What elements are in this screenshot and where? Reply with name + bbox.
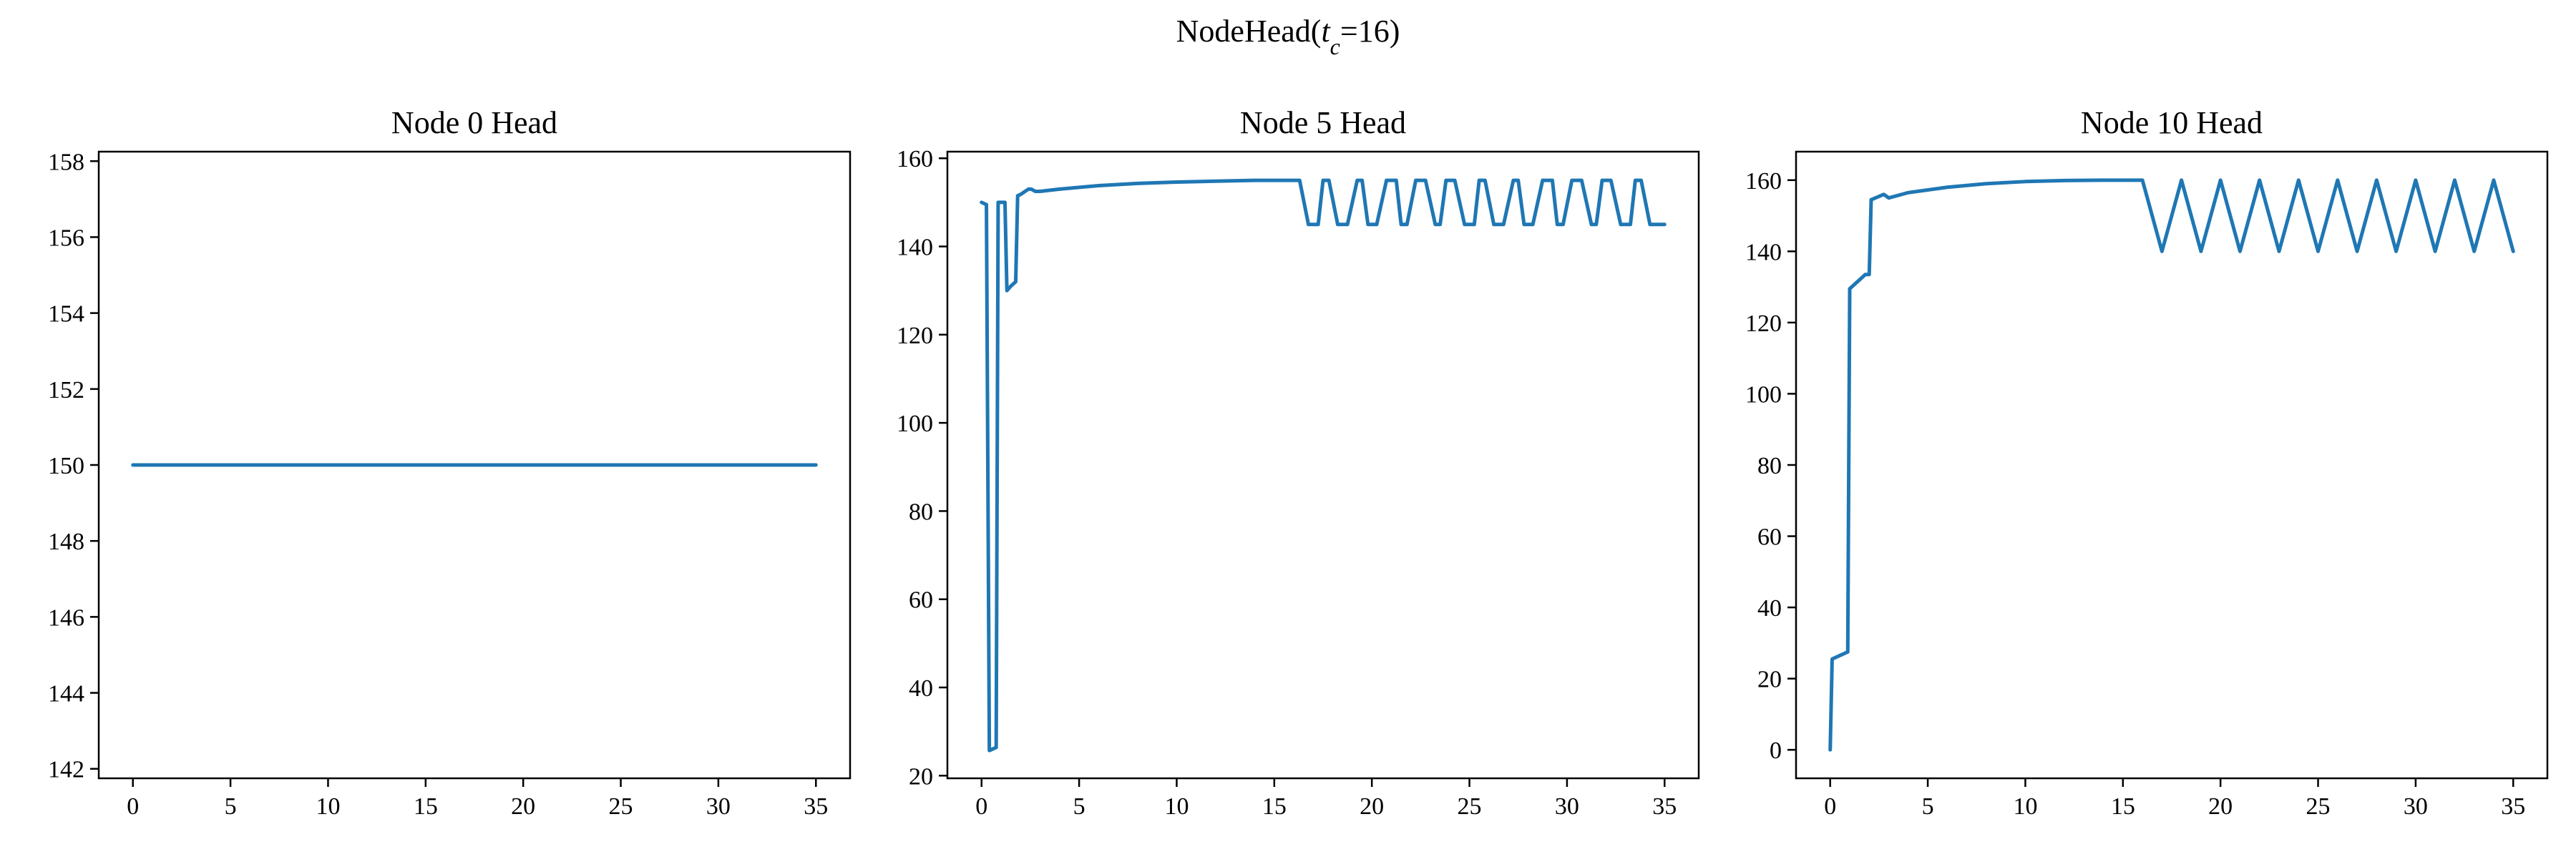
y-tick-label: 120 — [897, 323, 933, 349]
y-tick-label: 100 — [897, 411, 933, 437]
y-tick-label: 154 — [48, 301, 84, 328]
figure-suptitle: NodeHead(tc=16) — [1176, 14, 1400, 59]
subplot-2: Node 10 Head 0 5 10 15 20 25 30 35 0 20 40 60 80 100 12… — [1745, 105, 2549, 820]
x-tick-label: 30 — [1555, 793, 1579, 820]
y-tick-label: 40 — [909, 675, 933, 702]
x-tick-label: 10 — [1164, 793, 1189, 820]
y-tick-label: 60 — [1757, 524, 1782, 551]
x-tick-label: 30 — [706, 793, 731, 820]
y-tick-label: 156 — [48, 225, 84, 251]
x-tick-label: 0 — [1824, 793, 1836, 820]
x-tick-label: 25 — [2306, 793, 2331, 820]
y-tick-label: 144 — [48, 681, 84, 707]
x-tick-label: 15 — [1262, 793, 1287, 820]
x-tick-label: 10 — [316, 793, 340, 820]
suptitle-suffix: =16) — [1340, 14, 1400, 49]
y-tick-label: 150 — [48, 453, 84, 479]
x-tick-label: 15 — [414, 793, 438, 820]
y-tick-label: 100 — [1745, 381, 1782, 408]
y-tick-label: 142 — [48, 757, 84, 783]
suptitle-prefix: NodeHead( — [1176, 14, 1322, 49]
subplot-title: Node 0 Head — [391, 105, 557, 140]
y-tick-label: 120 — [1745, 310, 1782, 337]
x-tick-label: 25 — [1458, 793, 1482, 820]
series-line — [1828, 178, 2515, 752]
x-tick-label: 35 — [2501, 793, 2525, 820]
x-tick-label: 10 — [2013, 793, 2037, 820]
x-tick-label: 30 — [2404, 793, 2428, 820]
y-tick-label: 40 — [1757, 595, 1782, 622]
y-tick-label: 160 — [1745, 168, 1782, 195]
y-tick-label: 148 — [48, 529, 84, 555]
x-tick-label: 20 — [1360, 793, 1384, 820]
x-tick-label: 5 — [225, 793, 237, 820]
x-tick-label: 0 — [127, 793, 139, 820]
y-tick-label: 80 — [1757, 453, 1782, 479]
y-tick-label: 152 — [48, 377, 84, 403]
y-tick-label: 160 — [897, 146, 933, 172]
suptitle-subscript: c — [1330, 34, 1340, 59]
y-tick-label: 146 — [48, 604, 84, 631]
x-tick-label: 5 — [1073, 793, 1085, 820]
x-tick-label: 35 — [804, 793, 828, 820]
x-tick-label: 15 — [2111, 793, 2135, 820]
x-tick-label: 0 — [975, 793, 987, 820]
y-tick-label: 0 — [1770, 738, 1782, 764]
x-tick-label: 20 — [511, 793, 535, 820]
y-tick-label: 80 — [909, 499, 933, 525]
x-tick-label: 20 — [2208, 793, 2233, 820]
y-tick-label: 20 — [1757, 667, 1782, 693]
subplot-title: Node 10 Head — [2081, 105, 2263, 140]
subplot-title: Node 5 Head — [1240, 105, 1406, 140]
x-tick-label: 5 — [1922, 793, 1934, 820]
x-tick-label: 25 — [609, 793, 633, 820]
x-tick-label: 35 — [1652, 793, 1677, 820]
y-tick-label: 158 — [48, 149, 84, 175]
axes-frame — [946, 150, 1700, 780]
suptitle-variable: t — [1321, 14, 1331, 49]
y-tick-label: 60 — [909, 587, 933, 614]
y-tick-label: 20 — [909, 763, 933, 790]
y-tick-label: 140 — [897, 235, 933, 261]
y-tick-label: 140 — [1745, 239, 1782, 265]
series-line — [980, 178, 1667, 753]
subplot-1: Node 5 Head 0 5 10 15 20 25 30 35 20 40 60 80 100 120 1… — [897, 105, 1700, 820]
subplot-0: Node 0 Head 0 5 10 15 20 25 30 35 142 144 146 148 150… — [48, 105, 852, 820]
